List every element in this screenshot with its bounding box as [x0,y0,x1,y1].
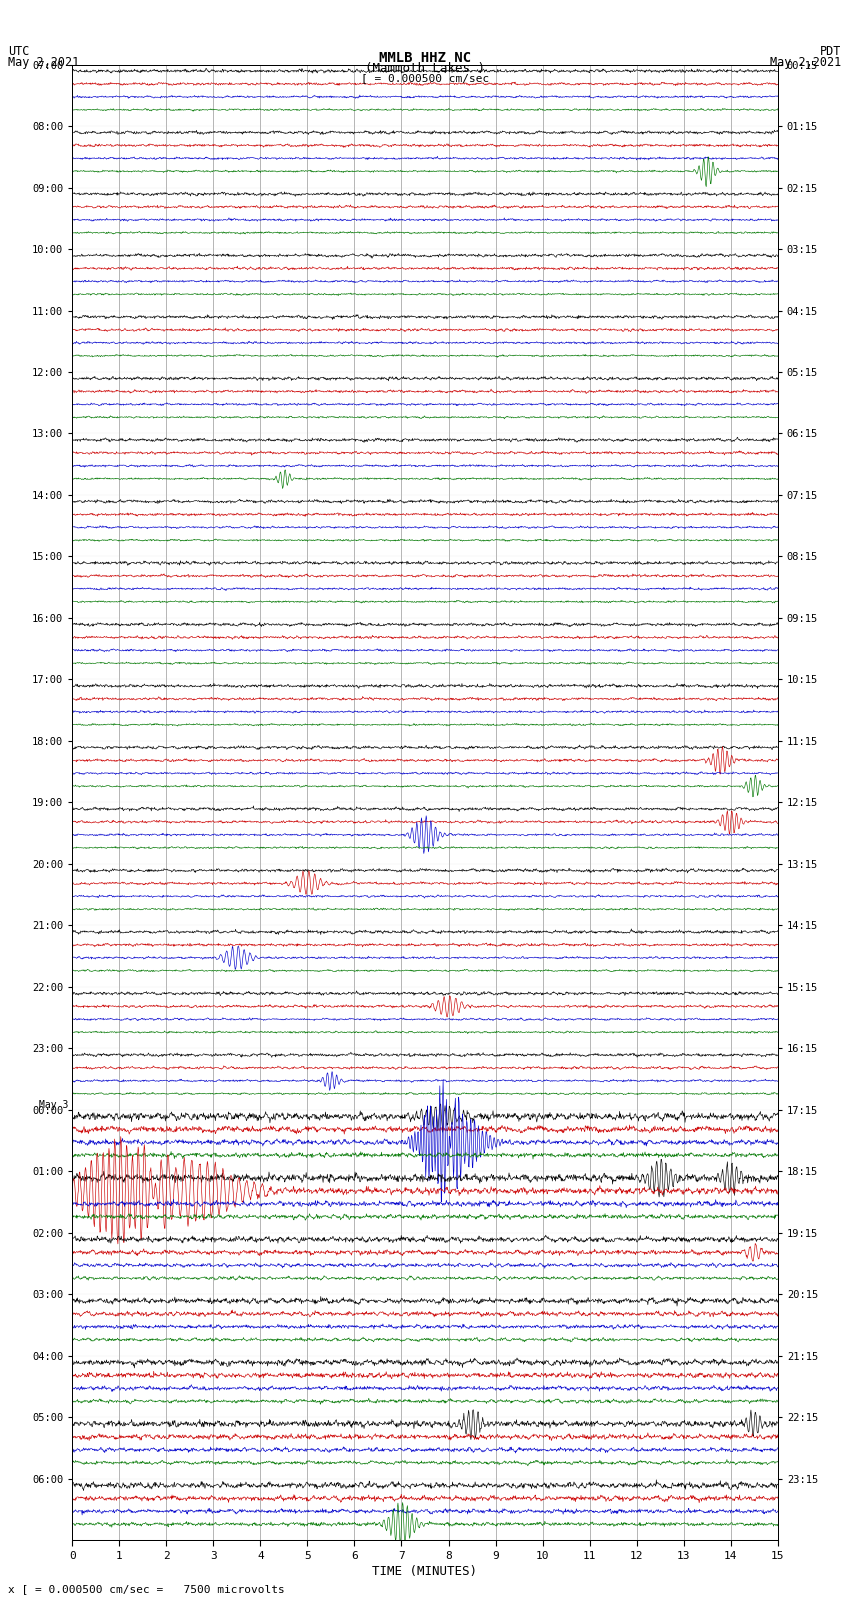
Text: (Mammoth Lakes ): (Mammoth Lakes ) [365,63,485,76]
Text: PDT: PDT [820,45,842,58]
Text: May 3: May 3 [38,1100,68,1110]
Text: May 2,2021: May 2,2021 [8,56,80,69]
Text: [ = 0.000500 cm/sec: [ = 0.000500 cm/sec [361,73,489,84]
Text: MMLB HHZ NC: MMLB HHZ NC [379,50,471,65]
Text: May 2,2021: May 2,2021 [770,56,842,69]
X-axis label: TIME (MINUTES): TIME (MINUTES) [372,1565,478,1578]
Text: x [ = 0.000500 cm/sec =   7500 microvolts: x [ = 0.000500 cm/sec = 7500 microvolts [8,1584,286,1594]
Text: UTC: UTC [8,45,30,58]
